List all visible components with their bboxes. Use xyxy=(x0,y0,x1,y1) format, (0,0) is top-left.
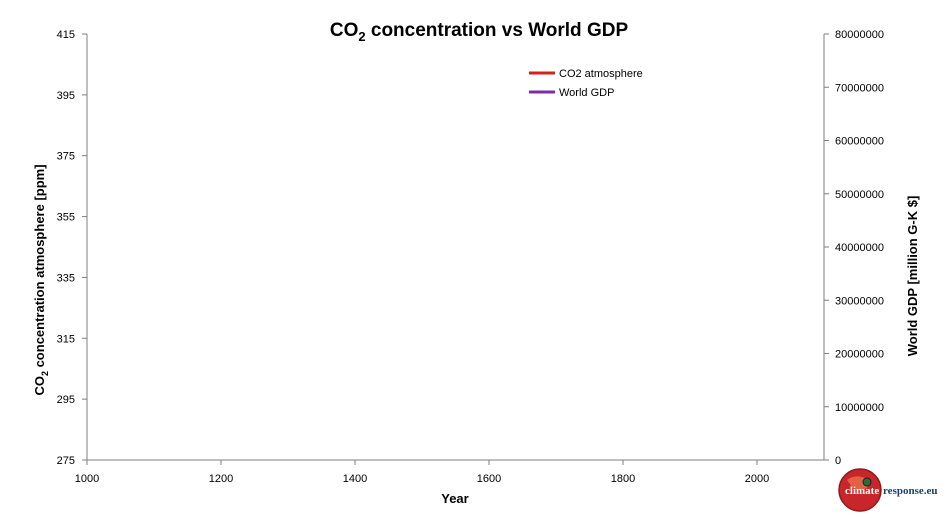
legend: CO2 atmosphere World GDP xyxy=(529,68,643,99)
y-tick-label: 275 xyxy=(57,455,75,467)
x-axis-title: Year xyxy=(441,491,468,506)
x-tick-label: 1800 xyxy=(611,473,635,485)
climate-response-logo: climate response.eu xyxy=(838,468,938,512)
y-tick-label: 335 xyxy=(57,272,75,284)
y-tick-label: 315 xyxy=(57,333,75,345)
y-tick-label: 415 xyxy=(57,29,75,41)
legend-label-co2: CO2 atmosphere xyxy=(559,68,643,80)
x-tick-label: 2000 xyxy=(745,473,769,485)
y2-tick-label: 70000000 xyxy=(835,82,884,94)
x-tick-label: 1200 xyxy=(209,473,233,485)
logo-text-response: response.eu xyxy=(883,485,938,497)
x-tick-label: 1400 xyxy=(343,473,367,485)
y2-tick-label: 20000000 xyxy=(835,349,884,361)
y-tick-label: 375 xyxy=(57,151,75,163)
legend-label-gdp: World GDP xyxy=(559,87,614,99)
y2-tick-label: 80000000 xyxy=(835,29,884,41)
y2-tick-label: 50000000 xyxy=(835,189,884,201)
y-ticks: 275 295 315 335 355 375 395 415 xyxy=(57,29,87,467)
y-tick-label: 295 xyxy=(57,394,75,406)
x-ticks: 1000 1200 1400 1600 1800 2000 xyxy=(75,460,769,485)
y-tick-label: 395 xyxy=(57,90,75,102)
y2-tick-label: 30000000 xyxy=(835,295,884,307)
chart-title: CO2 concentration vs World GDP xyxy=(330,20,629,44)
x-tick-label: 1000 xyxy=(75,473,99,485)
x-tick-label: 1600 xyxy=(477,473,501,485)
y2-tick-label: 60000000 xyxy=(835,136,884,148)
y2-tick-label: 0 xyxy=(835,455,841,467)
y-tick-label: 355 xyxy=(57,212,75,224)
y2-axis-title: World GDP [million G-K $] xyxy=(905,196,920,357)
y2-tick-label: 10000000 xyxy=(835,402,884,414)
y2-ticks: 0 10000000 20000000 30000000 40000000 5000000… xyxy=(824,29,884,467)
logo-text-climate: climate xyxy=(845,485,879,497)
y2-tick-label: 40000000 xyxy=(835,242,884,254)
y-axis-title: CO2 concentration atmosphere [ppm] xyxy=(32,164,50,395)
